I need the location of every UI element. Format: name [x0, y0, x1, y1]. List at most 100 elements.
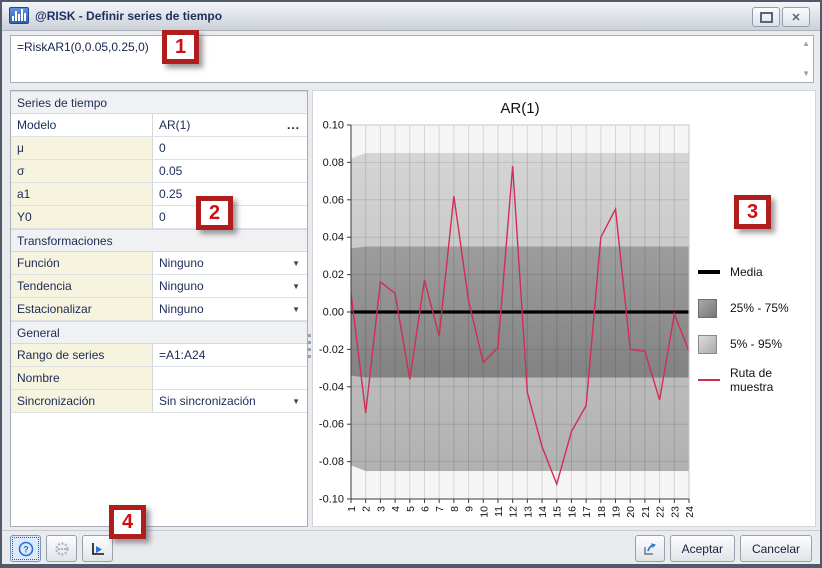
property-label: Nombre	[11, 367, 153, 389]
help-button[interactable]: ?	[10, 535, 41, 562]
y-tick-label: -0.08	[319, 456, 344, 468]
x-tick-label: 1	[346, 506, 358, 512]
x-tick-label: 19	[611, 506, 623, 518]
legend-label: 25% - 75%	[730, 301, 789, 315]
property-label: a1	[11, 183, 153, 205]
splitter-grip-icon	[308, 334, 311, 358]
panel-splitter[interactable]	[308, 90, 312, 527]
y-tick-label: 0.04	[323, 232, 344, 244]
footer-bar: ? Aceptar Cancelar	[2, 530, 820, 564]
property-label: Rango de series	[11, 344, 153, 366]
x-tick-label: 12	[508, 506, 520, 518]
chart-panel: 0.10 0.08 0.06 0.04 0.02 0.00 -0.02 -0.04 -0.06 -…	[312, 90, 816, 527]
section-header: General	[11, 321, 307, 344]
property-label: Modelo	[11, 114, 153, 136]
property-label: Estacionalizar	[11, 298, 153, 320]
x-tick-label: 22	[655, 506, 667, 518]
property-value[interactable]: 0.25	[153, 183, 307, 205]
x-tick-label: 9	[464, 506, 476, 512]
y-tick-label: 0.06	[323, 194, 344, 206]
ellipsis-button[interactable]: ...	[286, 118, 300, 132]
property-row: σ 0.05	[11, 160, 307, 183]
properties-panel: Series de tiempo Modelo AR(1)... μ 0 σ 0.05 a1 0…	[10, 90, 308, 527]
settings-button[interactable]	[46, 535, 77, 562]
property-row: Rango de series =A1:A24	[11, 344, 307, 367]
x-tick-label: 3	[375, 506, 387, 512]
x-tick-label: 8	[449, 506, 461, 512]
dropdown-arrow-icon[interactable]: ▼	[292, 258, 300, 268]
property-value[interactable]: 0	[153, 137, 307, 159]
risk-app-icon	[9, 7, 29, 24]
property-value[interactable]	[153, 367, 307, 389]
x-tick-label: 5	[405, 506, 417, 512]
maximize-button[interactable]	[752, 7, 780, 27]
chart-title: AR(1)	[500, 100, 539, 117]
export-button[interactable]	[634, 535, 665, 562]
property-value[interactable]: =A1:A24	[153, 344, 307, 366]
x-tick-label: 21	[640, 506, 652, 518]
accept-button[interactable]: Aceptar	[669, 535, 735, 562]
legend-swatch-line-black	[698, 270, 722, 274]
x-tick-label: 23	[669, 506, 681, 518]
property-row: a1 0.25	[11, 183, 307, 206]
x-tick-label: 7	[434, 506, 446, 512]
property-label: σ	[11, 160, 153, 182]
property-row: Tendencia Ninguno ▼	[11, 275, 307, 298]
titlebar[interactable]: @RISK - Definir series de tiempo ✕	[2, 2, 820, 31]
chart-legend: Media 25% - 75% 5% - 95% Ruta de muestra	[698, 263, 810, 407]
legend-item: 25% - 75%	[698, 298, 810, 318]
dropdown-arrow-icon[interactable]: ▼	[292, 396, 300, 406]
legend-item: 5% - 95%	[698, 334, 810, 354]
x-tick-label: 16	[566, 506, 578, 518]
x-tick-label: 10	[478, 506, 490, 518]
y-tick-label: 0.02	[323, 269, 344, 281]
legend-item: Media	[698, 263, 810, 281]
series-ruta-de-muestra	[350, 166, 690, 487]
formula-text[interactable]: =RiskAR1(0,0.05,0.25,0)	[17, 40, 149, 54]
x-tick-label: 20	[625, 506, 637, 518]
property-value[interactable]: AR(1)...	[153, 114, 307, 136]
y-tick-label: 0.00	[323, 307, 344, 319]
property-value[interactable]: Ninguno ▼	[153, 252, 307, 274]
property-value[interactable]: Ninguno ▼	[153, 275, 307, 297]
property-row: Modelo AR(1)...	[11, 114, 307, 137]
y-tick-label: -0.04	[319, 381, 344, 393]
close-button[interactable]: ✕	[782, 7, 810, 27]
maximize-icon	[759, 11, 773, 23]
property-label: Función	[11, 252, 153, 274]
x-tick-label: 24	[684, 506, 696, 518]
formula-bar[interactable]: =RiskAR1(0,0.05,0.25,0) ▲ ▼	[10, 35, 814, 83]
property-row: Y0 0	[11, 206, 307, 229]
x-tick-label: 14	[537, 506, 549, 518]
x-tick-label: 17	[581, 506, 593, 518]
property-value[interactable]: Ninguno ▼	[153, 298, 307, 320]
property-row: Nombre	[11, 367, 307, 390]
scroll-down-icon[interactable]: ▼	[802, 69, 810, 78]
x-tick-label: 18	[596, 506, 608, 518]
legend-swatch-line-red	[698, 379, 722, 381]
cancel-button[interactable]: Cancelar	[739, 535, 812, 562]
close-icon: ✕	[791, 11, 801, 24]
dropdown-arrow-icon[interactable]: ▼	[292, 281, 300, 291]
property-value[interactable]: 0.05	[153, 160, 307, 182]
legend-label: Ruta de muestra	[730, 366, 774, 394]
dropdown-arrow-icon[interactable]: ▼	[292, 304, 300, 314]
x-tick-label: 6	[419, 506, 431, 512]
annotation-badge-1: 1	[162, 30, 199, 64]
y-tick-label: -0.02	[319, 344, 344, 356]
property-value[interactable]: Sin sincronización ▼	[153, 390, 307, 412]
property-row: Estacionalizar Ninguno ▼	[11, 298, 307, 321]
y-tick-label: -0.06	[319, 419, 344, 431]
property-label: Tendencia	[11, 275, 153, 297]
property-label: μ	[11, 137, 153, 159]
legend-swatch-box-dark	[698, 298, 722, 318]
graph-button[interactable]	[82, 535, 113, 562]
annotation-badge-3: 3	[734, 195, 771, 229]
scroll-up-icon[interactable]: ▲	[802, 39, 810, 48]
svg-text:?: ?	[23, 544, 29, 554]
y-tick-label: 0.08	[323, 157, 344, 169]
graph-icon	[91, 542, 104, 555]
y-tick-label: -0.10	[319, 494, 344, 506]
